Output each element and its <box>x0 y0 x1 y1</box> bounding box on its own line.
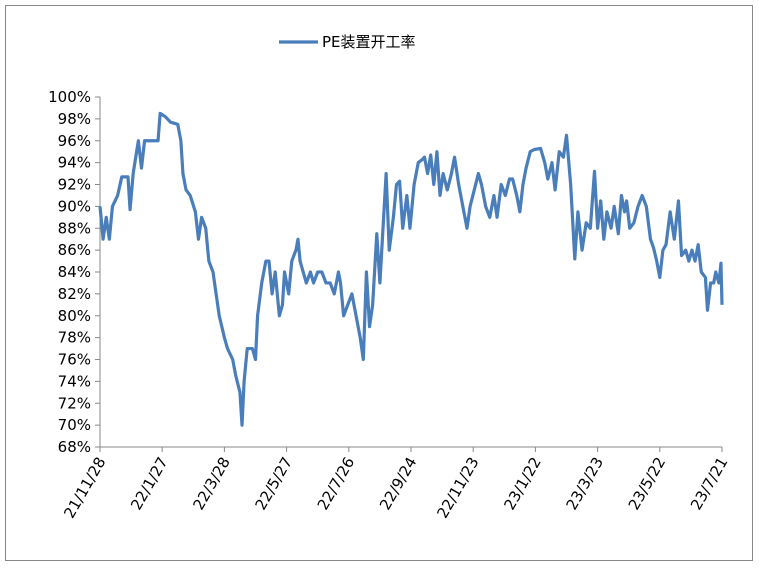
y-tick-label: 88% <box>58 219 91 237</box>
y-tick-label: 98% <box>58 110 91 128</box>
y-tick-label: 100% <box>48 88 91 106</box>
y-tick-label: 84% <box>58 263 91 281</box>
y-tick-label: 90% <box>58 197 91 215</box>
y-tick-label: 72% <box>58 394 91 412</box>
y-tick-label: 94% <box>58 154 91 172</box>
y-tick-label: 70% <box>58 416 91 434</box>
y-tick-label: 86% <box>58 241 91 259</box>
y-tick-label: 82% <box>58 285 91 303</box>
y-tick-label: 76% <box>58 351 91 369</box>
y-tick-label: 96% <box>58 132 91 150</box>
y-tick-label: 78% <box>58 329 91 347</box>
y-tick-label: 68% <box>58 438 91 456</box>
y-tick-label: 92% <box>58 176 91 194</box>
line-series <box>98 111 724 427</box>
legend-label: PE装置开工率 <box>322 33 416 51</box>
y-tick-label: 80% <box>58 307 91 325</box>
y-tick-label: 74% <box>58 372 91 390</box>
